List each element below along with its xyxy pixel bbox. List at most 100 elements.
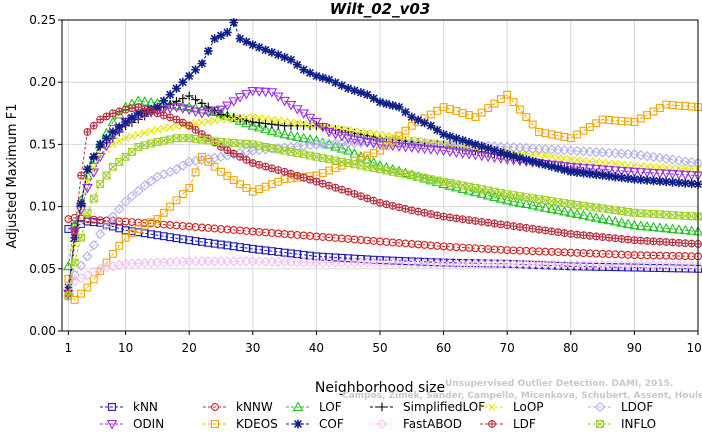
point-odin	[400, 142, 411, 153]
point-inflo	[573, 201, 582, 209]
series-line-knn	[68, 221, 699, 270]
point-kdeos	[395, 131, 404, 140]
point-loop	[128, 132, 136, 141]
point-odin	[241, 90, 252, 100]
point-ldf	[496, 220, 505, 229]
point-cof	[292, 60, 302, 70]
point-odin	[597, 165, 608, 175]
point-odin	[609, 166, 621, 176]
point-simplifiedlof	[273, 120, 283, 130]
point-inflo	[687, 212, 696, 221]
point-ldf	[490, 219, 499, 228]
point-inflo	[592, 203, 601, 212]
y-axis: 0.00 0.05 0.10 0.15 0.20 0.25	[29, 13, 62, 338]
legend-marker	[292, 401, 304, 411]
point-loop	[554, 153, 562, 162]
point-ldf	[484, 218, 493, 227]
point-ldf	[134, 103, 143, 111]
point-odin	[387, 141, 399, 152]
point-cof	[687, 179, 697, 189]
point-kdeos	[471, 113, 480, 121]
point-ldf	[185, 121, 194, 130]
point-cof	[203, 46, 213, 56]
legend-marker	[376, 418, 388, 430]
point-inflo	[331, 156, 340, 165]
point-simplifiedlof	[178, 94, 188, 104]
point-ldf	[191, 126, 200, 134]
point-loop	[306, 121, 314, 129]
point-ldf	[382, 200, 391, 209]
point-cof	[108, 127, 118, 137]
point-cof	[229, 18, 239, 27]
point-odin	[571, 163, 583, 173]
point-loop	[541, 152, 550, 160]
point-inflo	[64, 292, 73, 301]
point-ldof	[120, 196, 131, 207]
point-cof	[668, 177, 677, 187]
point-inflo	[89, 194, 98, 203]
series-layer	[63, 18, 702, 304]
point-odin	[616, 166, 628, 177]
point-odin	[406, 143, 418, 154]
point-odin	[177, 104, 189, 114]
point-cof	[401, 107, 410, 117]
legend-marker	[106, 420, 118, 430]
point-ldf	[407, 206, 416, 215]
point-ldf	[248, 159, 257, 167]
point-lof	[82, 169, 93, 180]
point-inflo	[484, 186, 493, 195]
point-ldof	[673, 155, 685, 166]
point-cof	[439, 130, 448, 139]
point-cof	[324, 75, 334, 85]
point-lof	[603, 214, 615, 225]
point-ldf	[687, 239, 696, 248]
point-cof	[210, 34, 220, 44]
x-tick-label: 100	[687, 341, 702, 355]
y-tick-label: 0.25	[29, 13, 56, 27]
point-cof	[248, 40, 258, 50]
point-kdeos	[388, 136, 397, 145]
point-ldf	[140, 105, 149, 114]
point-odin	[88, 168, 100, 178]
point-kdeos	[121, 233, 130, 242]
point-ldf	[376, 199, 384, 207]
point-odin	[457, 149, 469, 159]
point-odin	[679, 170, 691, 181]
point-odin	[209, 106, 220, 117]
point-kdeos	[229, 176, 238, 185]
point-ldof	[133, 185, 144, 197]
x-tick-label: 90	[627, 341, 642, 355]
point-odin	[431, 146, 443, 156]
point-inflo	[102, 171, 111, 180]
point-cof	[661, 177, 671, 187]
point-loop	[280, 117, 289, 126]
point-ldf	[223, 146, 232, 155]
point-ldf	[229, 149, 238, 158]
point-loop	[567, 155, 575, 164]
point-ldof	[559, 145, 570, 156]
point-ldof	[514, 142, 526, 153]
x-tick-label: 60	[436, 341, 451, 355]
point-cof	[312, 71, 321, 81]
point-inflo	[662, 210, 671, 219]
point-odin	[171, 103, 182, 113]
series-knnw	[64, 213, 702, 261]
point-kdeos	[490, 99, 499, 108]
point-cof	[509, 151, 518, 161]
point-odin	[584, 164, 596, 174]
point-lof	[648, 221, 659, 232]
point-ldf	[388, 201, 397, 210]
point-loop	[70, 240, 79, 248]
point-lof	[355, 151, 367, 161]
legend-item-ldf: LDF	[480, 417, 536, 431]
point-kdeos	[197, 152, 206, 161]
point-ldf	[630, 236, 639, 245]
legend-item-odin: ODIN	[100, 417, 164, 431]
point-lof	[546, 203, 558, 214]
point-lof	[489, 191, 500, 202]
point-ldf	[624, 235, 632, 244]
point-ldof	[629, 149, 640, 160]
point-inflo	[159, 136, 168, 145]
point-kdeos	[217, 167, 225, 176]
point-cof	[604, 171, 614, 181]
